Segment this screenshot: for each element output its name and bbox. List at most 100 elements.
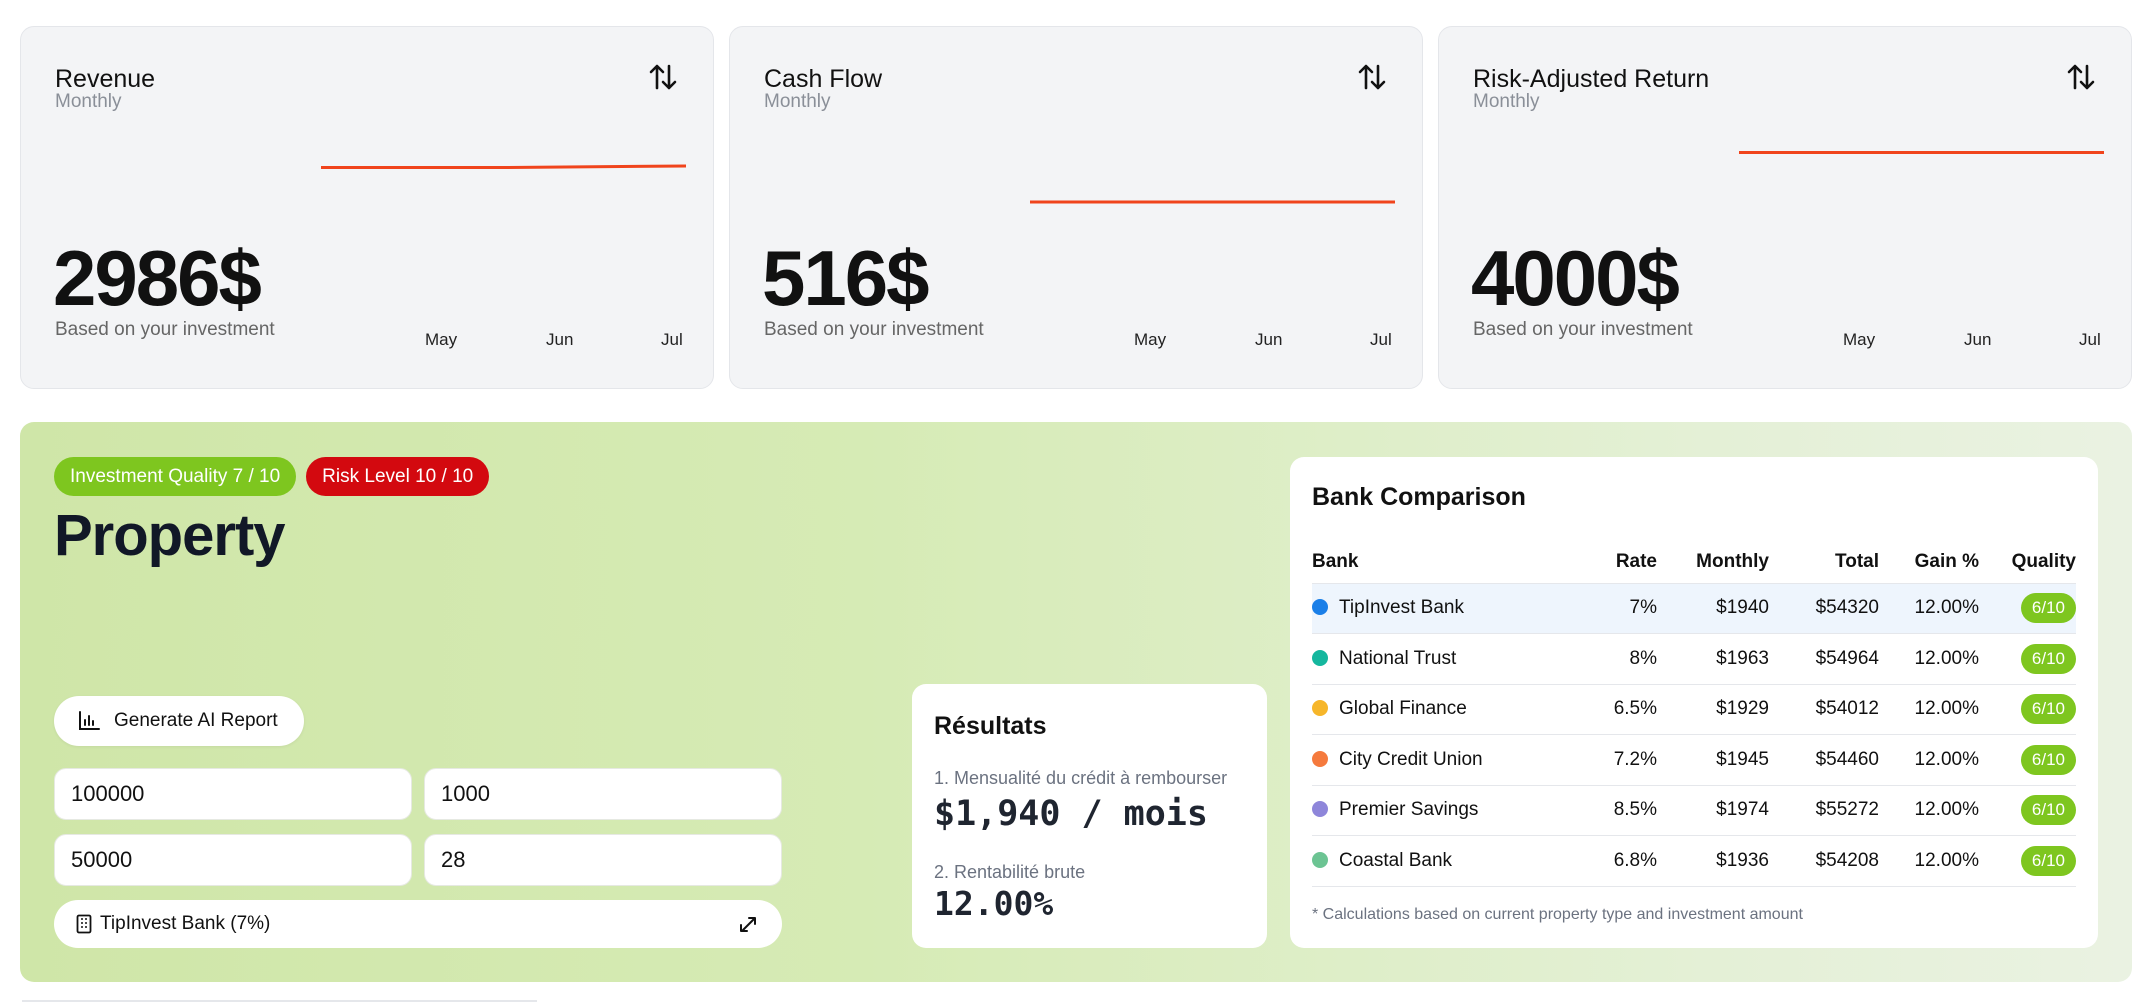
quality-cell: 6/10 <box>1979 734 2076 786</box>
investment-quality-badge: Investment Quality 7 / 10 <box>54 457 297 496</box>
bank-comparison-title: Bank Comparison <box>1312 483 1526 511</box>
card-value: 4000$ <box>1471 234 1680 322</box>
quality-badge: 6/10 <box>2020 795 2076 826</box>
calculation-note: * Calculations based on current property… <box>1312 906 1803 923</box>
month-axis: May Jun Jul <box>1030 330 1395 354</box>
month-axis: May Jun Jul <box>1739 330 2104 354</box>
month-label: Jun <box>1255 330 1283 349</box>
bank-cell: Coastal Bank <box>1312 835 1592 887</box>
building-icon <box>76 914 92 934</box>
month-label: Jun <box>546 330 574 349</box>
bank-name: Premier Savings <box>1339 799 1479 821</box>
bank-color-dot <box>1312 750 1328 767</box>
gain-cell: 12.00% <box>1879 835 1979 887</box>
risk-level-badge: Risk Level 10 / 10 <box>306 457 490 496</box>
column-header[interactable]: Rate <box>1592 541 1657 584</box>
bank-select-value: TipInvest Bank (7%) <box>100 913 271 934</box>
card-subtitle: Monthly <box>1473 91 1540 112</box>
table-row[interactable]: National Trust 8% $1963 $54964 12.00% 6/10 <box>1312 633 2076 685</box>
bank-select[interactable]: TipInvest Bank (7%) <box>54 900 782 948</box>
rate-cell: 6.8% <box>1592 835 1657 887</box>
metric-card-cash-flow: Cash Flow Monthly May Jun Jul 516$ Based… <box>729 26 1423 389</box>
table-row[interactable]: Premier Savings 8.5% $1974 $55272 12.00% 6/10 <box>1312 785 2076 836</box>
property-price-input[interactable] <box>54 768 412 820</box>
month-label: May <box>425 330 458 349</box>
column-header[interactable]: Total <box>1769 541 1879 584</box>
bank-color-dot <box>1312 599 1328 616</box>
gross-yield-label: 2. Rentabilité brute <box>934 862 1086 882</box>
bank-color-dot <box>1312 649 1328 666</box>
card-caption: Based on your investment <box>764 319 984 340</box>
rate-cell: 7% <box>1592 583 1657 634</box>
bank-cell: Global Finance <box>1312 684 1592 735</box>
monthly-cell: $1974 <box>1657 785 1769 836</box>
metric-card-risk-adjusted-return: Risk-Adjusted Return Monthly May Jun Jul… <box>1438 26 2132 389</box>
sort-icon[interactable] <box>2065 61 2097 93</box>
gain-cell: 12.00% <box>1879 684 1979 735</box>
quality-cell: 6/10 <box>1979 835 2076 887</box>
quality-cell: 6/10 <box>1979 785 2076 836</box>
month-label: Jul <box>2079 330 2101 349</box>
rate-cell: 6.5% <box>1592 684 1657 735</box>
card-title: Risk-Adjusted Return <box>1473 65 1710 93</box>
down-payment-input[interactable] <box>54 834 412 886</box>
quality-cell: 6/10 <box>1979 684 2076 735</box>
bank-cell: City Credit Union <box>1312 734 1592 786</box>
total-cell: $54320 <box>1769 583 1879 634</box>
bar-chart-icon <box>79 711 100 730</box>
bank-name: Global Finance <box>1339 698 1467 720</box>
generate-ai-report-label: Generate AI Report <box>114 710 278 731</box>
property-title: Property <box>54 503 286 568</box>
card-value: 516$ <box>762 234 930 322</box>
column-header[interactable]: Gain % <box>1879 541 1979 584</box>
trend-sparkline <box>1739 151 2104 154</box>
property-panel: Investment Quality 7 / 10 Risk Level 10 … <box>20 422 2132 982</box>
table-row[interactable]: Global Finance 6.5% $1929 $54012 12.00% 6/10 <box>1312 684 2076 735</box>
card-caption: Based on your investment <box>1473 319 1693 340</box>
table-row[interactable]: TipInvest Bank 7% $1940 $54320 12.00% 6/10 <box>1312 583 2076 634</box>
monthly-cell: $1940 <box>1657 583 1769 634</box>
quality-badge: 6/10 <box>2020 694 2076 725</box>
table-row[interactable]: City Credit Union 7.2% $1945 $54460 12.00% 6/… <box>1312 734 2076 786</box>
month-label: Jul <box>661 330 683 349</box>
bank-name: City Credit Union <box>1339 748 1483 770</box>
quality-cell: 6/10 <box>1979 583 2076 634</box>
total-cell: $54012 <box>1769 684 1879 735</box>
loan-years-input[interactable] <box>424 834 782 886</box>
monthly-cell: $1963 <box>1657 633 1769 685</box>
metric-cards: Revenue Monthly May Jun Jul 2986$ Based … <box>20 26 2132 389</box>
badge-row: Investment Quality 7 / 10 Risk Level 10 … <box>54 457 490 496</box>
bank-name: Coastal Bank <box>1339 849 1453 871</box>
bank-cell: National Trust <box>1312 633 1592 685</box>
card-subtitle: Monthly <box>764 91 831 112</box>
monthly-cell: $1929 <box>1657 684 1769 735</box>
column-header[interactable]: Bank <box>1312 541 1592 584</box>
monthly-payment-value: $1,940 / mois <box>934 794 1208 834</box>
gain-cell: 12.00% <box>1879 734 1979 786</box>
bank-color-dot <box>1312 851 1328 868</box>
metric-card-revenue: Revenue Monthly May Jun Jul 2986$ Based … <box>20 26 714 389</box>
swap-icon <box>740 917 756 932</box>
sort-icon[interactable] <box>647 61 679 93</box>
card-caption: Based on your investment <box>55 319 275 340</box>
bank-cell: TipInvest Bank <box>1312 583 1592 634</box>
rate-cell: 7.2% <box>1592 734 1657 786</box>
quality-badge: 6/10 <box>2020 744 2076 775</box>
bank-cell: Premier Savings <box>1312 785 1592 836</box>
month-label: May <box>1134 330 1167 349</box>
monthly-rent-input[interactable] <box>424 768 782 820</box>
month-axis: May Jun Jul <box>321 330 686 354</box>
column-header[interactable]: Monthly <box>1657 541 1769 584</box>
rate-cell: 8% <box>1592 633 1657 685</box>
quality-badge: 6/10 <box>2020 643 2076 674</box>
sort-icon[interactable] <box>1356 61 1388 93</box>
total-cell: $54964 <box>1769 633 1879 685</box>
table-row[interactable]: Coastal Bank 6.8% $1936 $54208 12.00% 6/10 <box>1312 835 2076 887</box>
quality-badge: 6/10 <box>2020 593 2076 624</box>
column-header[interactable]: Quality <box>1979 541 2076 584</box>
gain-cell: 12.00% <box>1879 583 1979 634</box>
month-label: May <box>1843 330 1876 349</box>
results-title: Résultats <box>934 712 1047 740</box>
month-label: Jul <box>1370 330 1392 349</box>
generate-ai-report-button[interactable]: Generate AI Report <box>54 696 304 746</box>
